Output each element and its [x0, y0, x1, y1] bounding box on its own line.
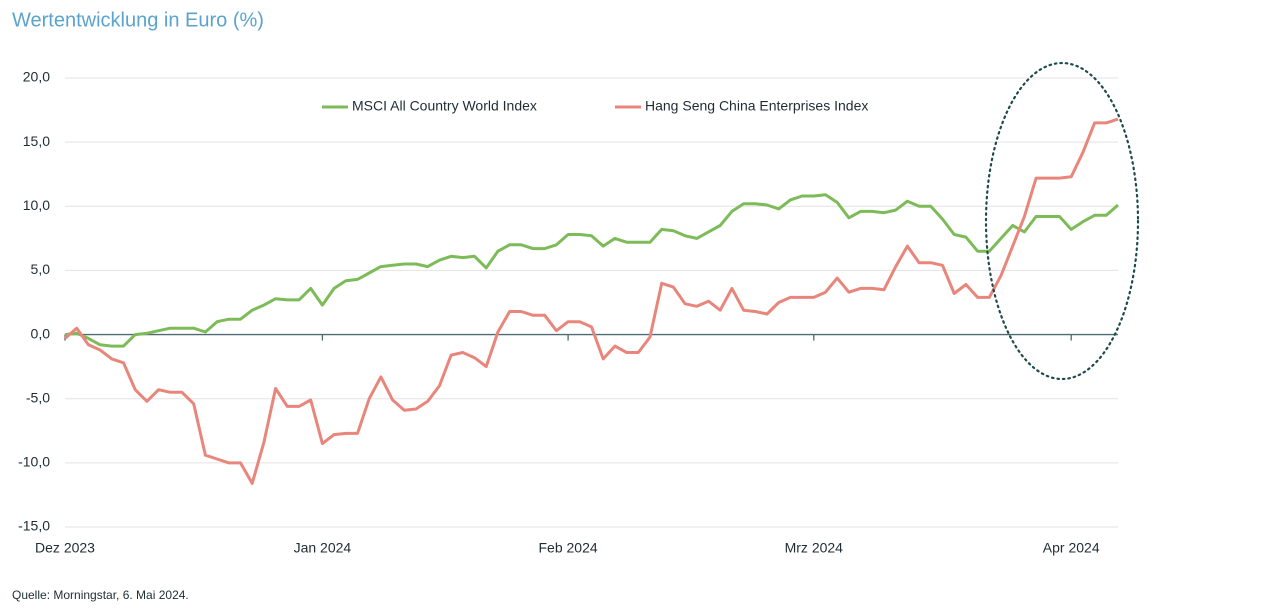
highlight-ellipse	[984, 61, 1140, 381]
legend-label: MSCI All Country World Index	[352, 98, 537, 114]
plot-area: -15,0 -10,0 -5,0 0,0 5,0 10,0 15,0 20,0 Dez 2023…	[18, 69, 1119, 556]
chart-title: Wertentwicklung in Euro (%)	[12, 9, 264, 31]
x-tick-label: Jan 2024	[294, 540, 352, 556]
legend-label: Hang Seng China Enterprises Index	[645, 98, 868, 114]
series-line	[64, 193, 1119, 348]
series-line	[64, 117, 1119, 485]
y-tick-label: 20,0	[23, 69, 50, 85]
y-tick-label: 15,0	[23, 133, 50, 149]
y-tick-label: -5,0	[26, 389, 50, 405]
x-tick-label: Dez 2023	[35, 540, 95, 556]
x-tick-label: Apr 2024	[1043, 540, 1100, 556]
y-tick-label: -10,0	[18, 454, 50, 470]
y-tick-label: 0,0	[31, 325, 51, 341]
y-tick-label: 5,0	[31, 261, 51, 277]
x-tick-label: Mrz 2024	[785, 540, 844, 556]
y-tick-label: -15,0	[18, 518, 50, 534]
x-tick-label: Feb 2024	[539, 540, 598, 556]
source-note: Quelle: Morningstar, 6. Mai 2024.	[12, 588, 189, 602]
y-tick-label: 10,0	[23, 197, 50, 213]
